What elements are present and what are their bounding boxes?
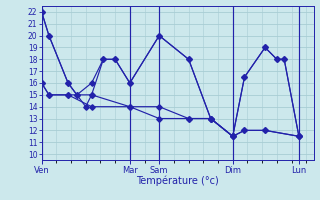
- X-axis label: Température (°c): Température (°c): [136, 176, 219, 186]
